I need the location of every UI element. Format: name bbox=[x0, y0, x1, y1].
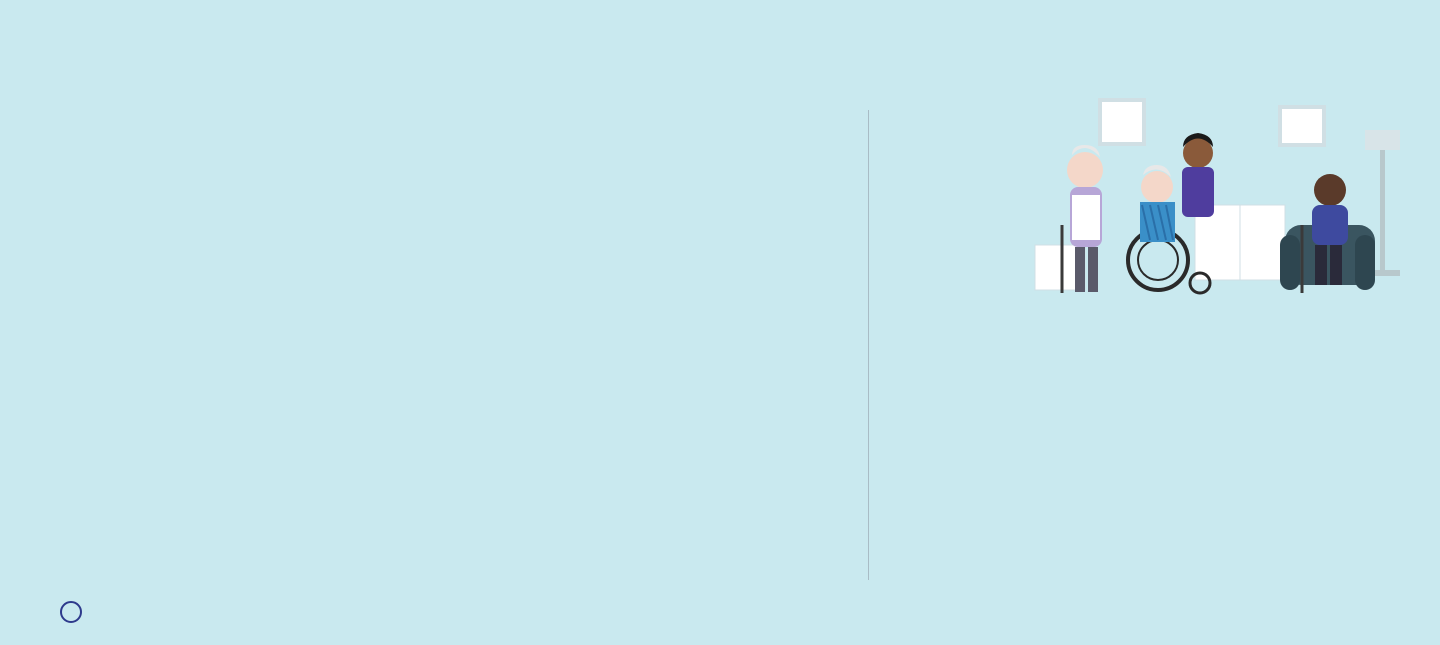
pie-chart bbox=[180, 140, 610, 570]
logo-mark-icon bbox=[60, 601, 82, 623]
section-divider bbox=[868, 110, 869, 580]
logo-regenstrief bbox=[60, 601, 90, 623]
gender-bar bbox=[900, 470, 1395, 558]
illustration-nursing-home bbox=[1030, 95, 1400, 310]
stat-row bbox=[900, 345, 944, 349]
